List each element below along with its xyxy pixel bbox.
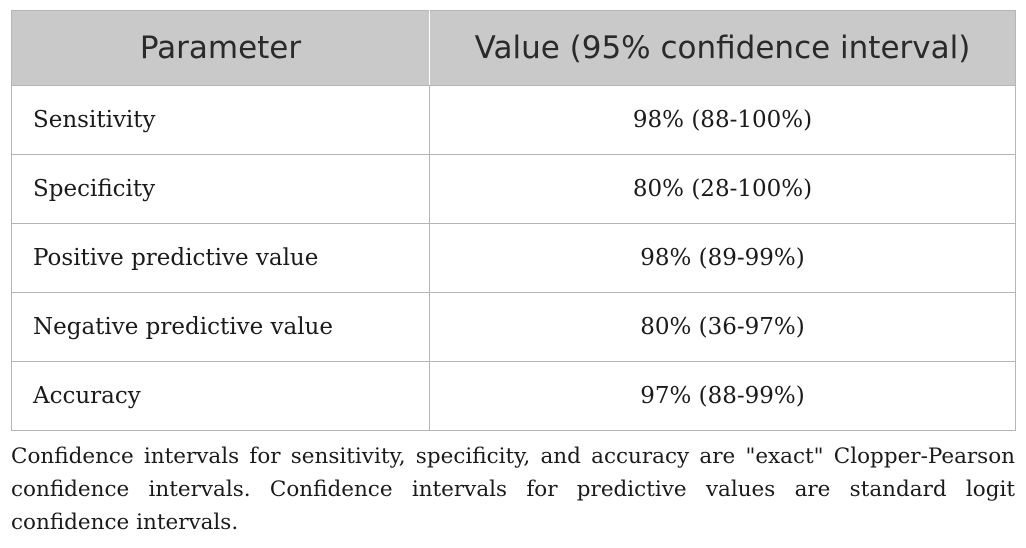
row-parameter: Positive predictive value: [11, 223, 430, 293]
table-row: Accuracy 97% (88-99%): [11, 361, 1016, 431]
table-header: Parameter Value (95% confidence interval…: [11, 10, 1016, 86]
row-value: 97% (88-99%): [429, 361, 1016, 431]
row-value: 80% (28-100%): [429, 154, 1016, 224]
row-parameter: Negative predictive value: [11, 292, 430, 362]
table-body: Sensitivity 98% (88-100%) Specificity 80…: [11, 85, 1016, 431]
table-row: Negative predictive value 80% (36-97%): [11, 292, 1016, 362]
header-parameter: Parameter: [11, 10, 430, 86]
row-value: 98% (89-99%): [429, 223, 1016, 293]
table-row: Sensitivity 98% (88-100%): [11, 85, 1016, 155]
table-row: Positive predictive value 98% (89-99%): [11, 223, 1016, 293]
header-row: Parameter Value (95% confidence interval…: [11, 10, 1016, 86]
row-value: 98% (88-100%): [429, 85, 1016, 155]
row-value: 80% (36-97%): [429, 292, 1016, 362]
results-table-container: Parameter Value (95% confidence interval…: [11, 10, 1016, 431]
table-footnote: Confidence intervals for sensitivity, sp…: [11, 444, 1015, 535]
results-table: Parameter Value (95% confidence interval…: [11, 10, 1016, 431]
row-parameter: Accuracy: [11, 361, 430, 431]
row-parameter: Specificity: [11, 154, 430, 224]
table-row: Specificity 80% (28-100%): [11, 154, 1016, 224]
header-value: Value (95% confidence interval): [429, 10, 1016, 86]
row-parameter: Sensitivity: [11, 85, 430, 155]
